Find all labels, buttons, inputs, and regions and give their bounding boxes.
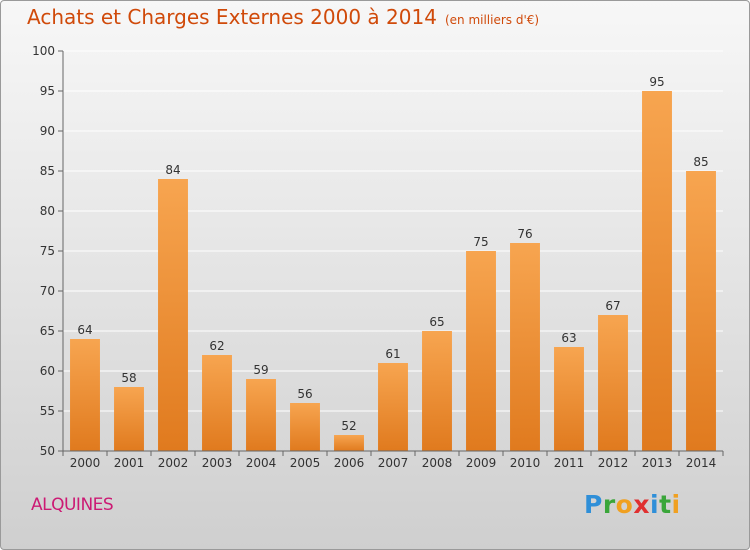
bar <box>378 363 408 451</box>
logo-letter: i <box>650 490 660 519</box>
x-tick-label: 2002 <box>158 456 189 470</box>
bar-value-label: 61 <box>385 347 400 361</box>
logo-letter: P <box>584 490 603 519</box>
bar <box>598 315 628 451</box>
x-tick-label: 2010 <box>510 456 541 470</box>
x-tick-label: 2003 <box>202 456 233 470</box>
bar-value-label: 63 <box>561 331 576 345</box>
chart-subtitle: (en milliers d'€) <box>444 13 540 27</box>
bar <box>642 91 672 451</box>
bar <box>246 379 276 451</box>
x-tick-label: 2001 <box>114 456 145 470</box>
bar-value-label: 59 <box>253 363 268 377</box>
x-tick-label: 2014 <box>686 456 717 470</box>
bar <box>158 179 188 451</box>
bar <box>70 339 100 451</box>
bar <box>422 331 452 451</box>
x-tick-label: 2005 <box>290 456 321 470</box>
y-tick-label: 55 <box>40 404 55 418</box>
y-axis: 50 55 60 65 70 75 80 85 90 95 100 <box>32 44 64 458</box>
y-tick-label: 75 <box>40 244 55 258</box>
bar-value-label: 75 <box>473 235 488 249</box>
chart-title: Achats et Charges Externes 2000 à 2014 (e… <box>27 5 539 29</box>
bar-value-label: 76 <box>517 227 532 241</box>
bars: 64 58 84 62 59 56 52 61 65 75 76 63 67 95 85 <box>70 75 716 451</box>
bar-value-label: 95 <box>649 75 664 89</box>
x-tick-label: 2000 <box>70 456 101 470</box>
x-axis: 2000 2001 2002 2003 2004 2005 2006 2007 2008 2009… <box>62 450 724 470</box>
x-tick-label: 2009 <box>466 456 497 470</box>
logo-letter: r <box>602 490 616 519</box>
bar <box>334 435 364 451</box>
bar-value-label: 85 <box>693 155 708 169</box>
bar <box>466 251 496 451</box>
logo-letter: x <box>633 490 650 519</box>
y-tick-label: 90 <box>40 124 55 138</box>
bar <box>114 387 144 451</box>
y-tick-label: 85 <box>40 164 55 178</box>
y-tick-label: 95 <box>40 84 55 98</box>
logo-letter: i <box>671 490 681 519</box>
bar-value-label: 58 <box>121 371 136 385</box>
x-tick-label: 2011 <box>554 456 585 470</box>
x-tick-label: 2013 <box>642 456 673 470</box>
bar-value-label: 62 <box>209 339 224 353</box>
x-tick-label: 2007 <box>378 456 409 470</box>
bar-value-label: 67 <box>605 299 620 313</box>
y-tick-label: 100 <box>32 44 55 58</box>
bar <box>202 355 232 451</box>
proxiti-logo: Proxiti <box>584 490 681 519</box>
x-tick-label: 2012 <box>598 456 629 470</box>
x-tick-label: 2008 <box>422 456 453 470</box>
bar <box>686 171 716 451</box>
y-tick-label: 50 <box>40 444 55 458</box>
bar-value-label: 56 <box>297 387 312 401</box>
bar-value-label: 64 <box>77 323 92 337</box>
y-tick-label: 65 <box>40 324 55 338</box>
logo-letter: o <box>615 490 634 519</box>
x-tick-label: 2006 <box>334 456 365 470</box>
bar-value-label: 52 <box>341 419 356 433</box>
bar-value-label: 84 <box>165 163 180 177</box>
logo-letter: t <box>659 490 672 519</box>
y-tick-label: 70 <box>40 284 55 298</box>
x-tick-label: 2004 <box>246 456 277 470</box>
bar <box>554 347 584 451</box>
y-tick-label: 60 <box>40 364 55 378</box>
chart-title-text: Achats et Charges Externes 2000 à 2014 <box>27 5 437 29</box>
place-name: ALQUINES <box>31 495 114 515</box>
bar <box>290 403 320 451</box>
bar <box>510 243 540 451</box>
y-tick-label: 80 <box>40 204 55 218</box>
bar-value-label: 65 <box>429 315 444 329</box>
